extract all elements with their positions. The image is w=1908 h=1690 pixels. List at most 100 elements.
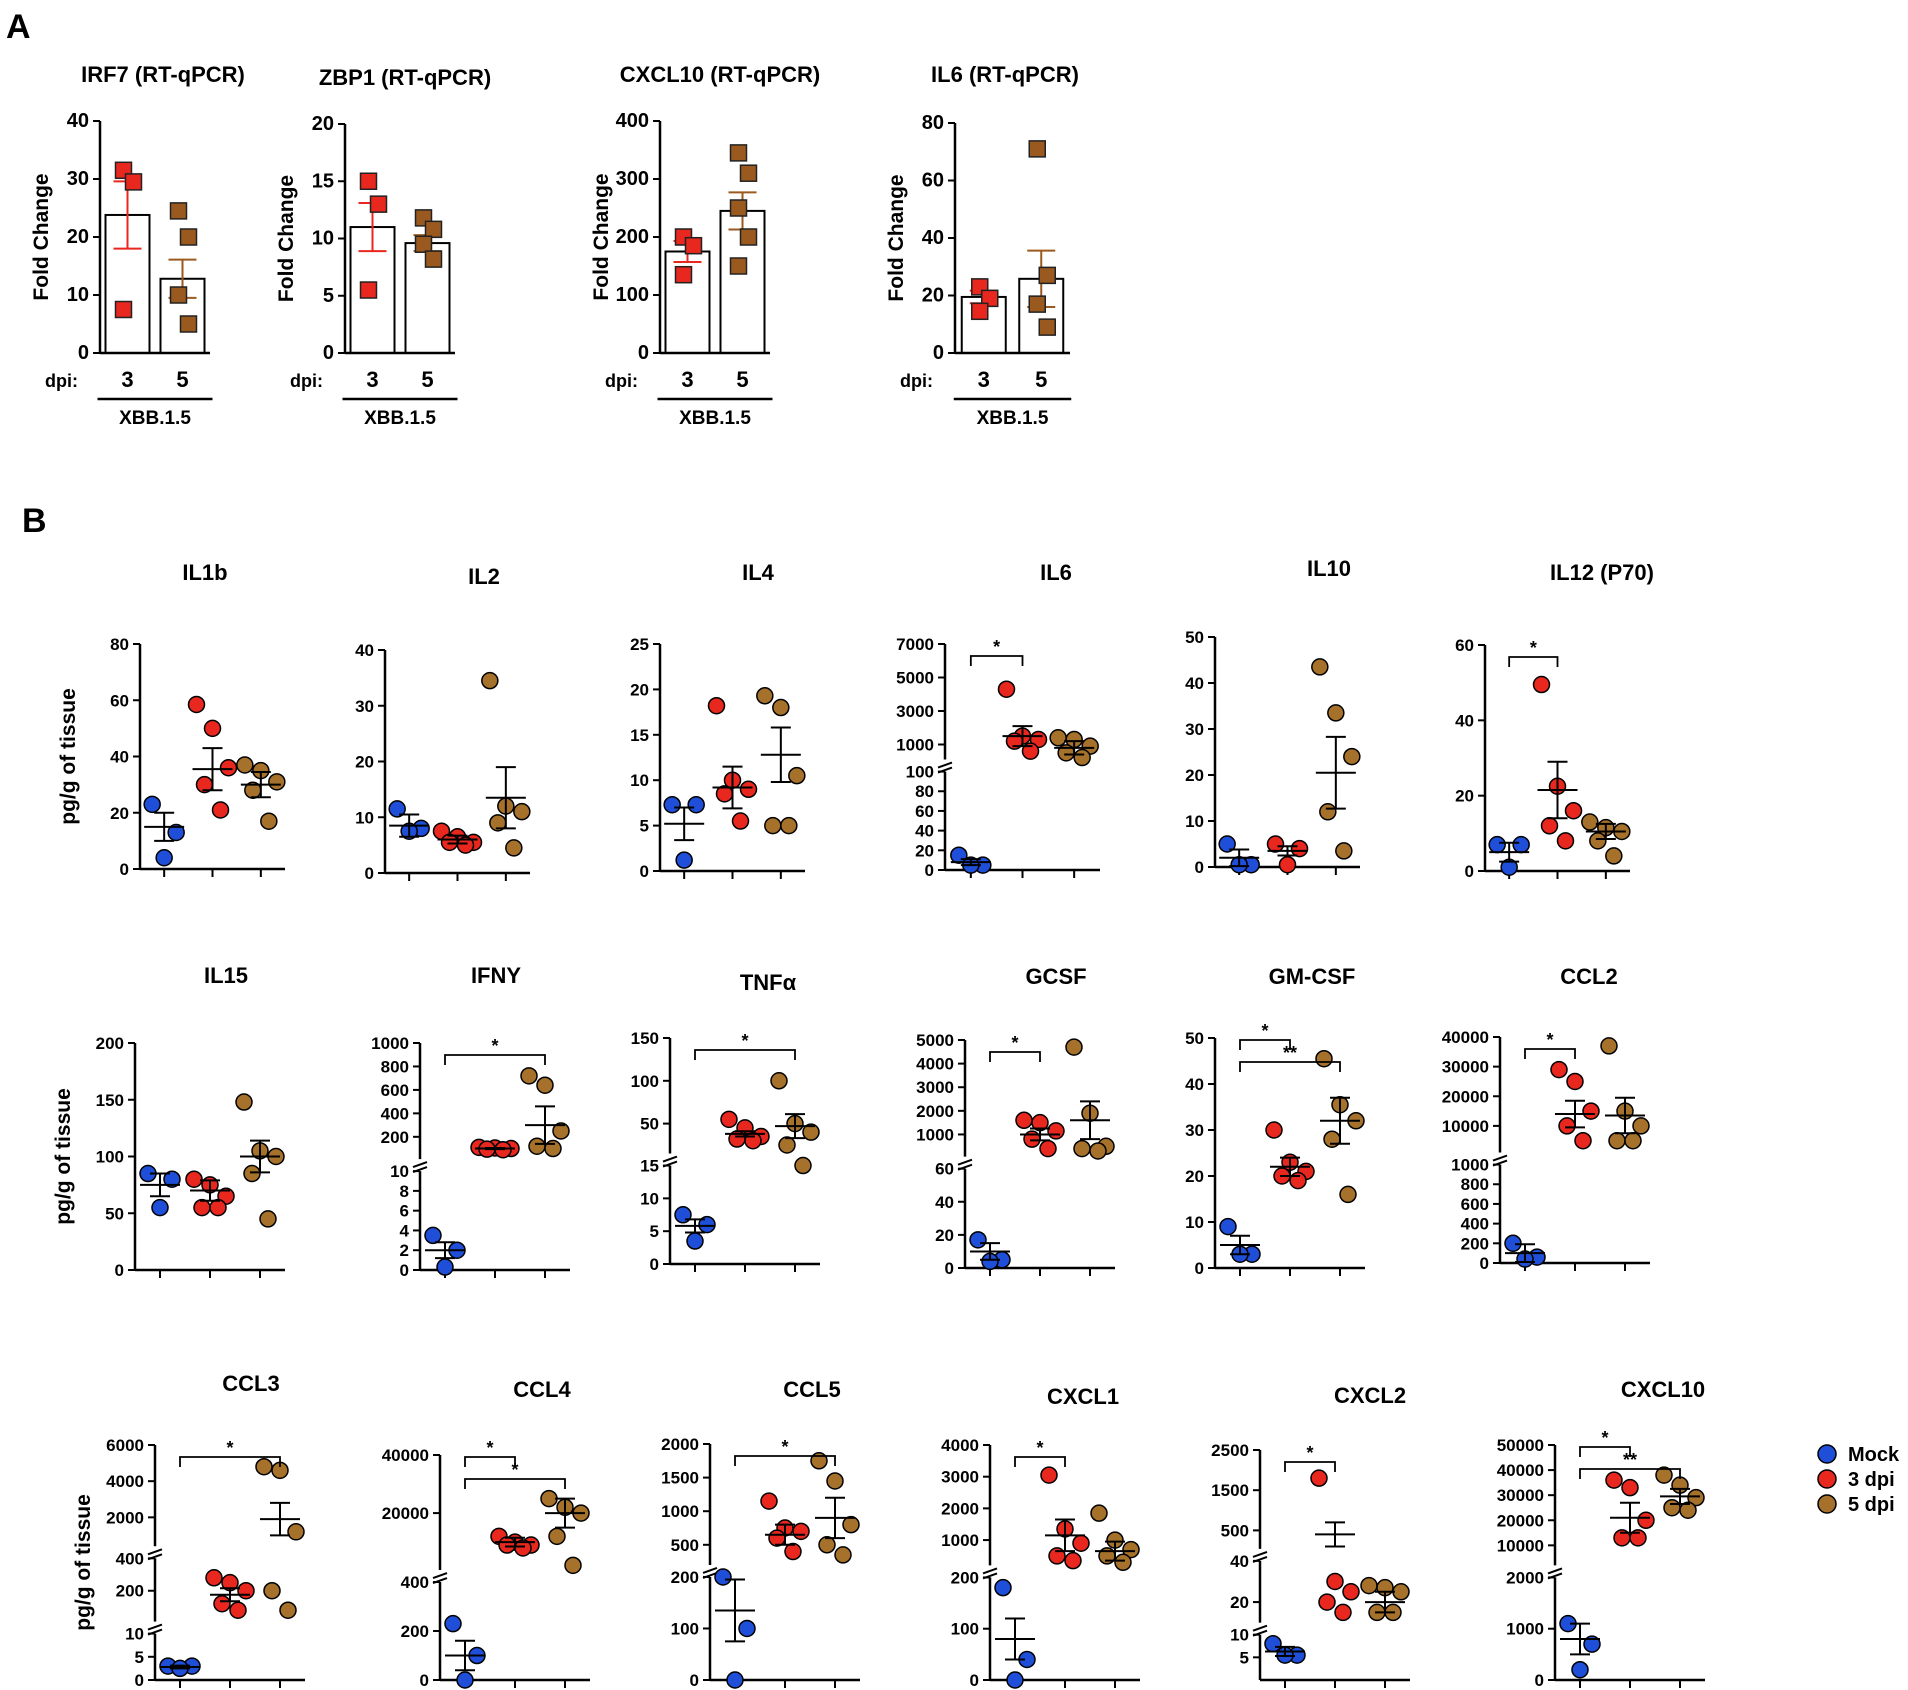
y-tick-label: 4000 [941,1436,979,1455]
data-point [1566,1072,1584,1091]
significance-bracket [1284,1461,1336,1472]
data-point [1343,747,1361,766]
y-tick-label: 40 [922,227,944,249]
chart-title: IL1b [182,560,227,585]
significance-label: * [486,1438,493,1458]
data-point [1637,1511,1655,1530]
y-tick-label: 20 [1230,1593,1249,1612]
significance-label: * [781,1437,788,1457]
y-tick-label: 60 [1455,636,1474,655]
data-point [211,801,230,819]
data-point [1392,1583,1410,1601]
data-point [731,812,750,830]
axis-break-mark [432,1572,448,1579]
y-tick-label: 0 [1465,862,1474,881]
axis-break-mark [662,1155,678,1163]
data-point [255,1457,273,1476]
data-point [729,257,748,275]
axis-break-mark [982,1567,998,1575]
data-point [720,1110,738,1129]
data-point [1327,704,1345,722]
data-point [1334,1603,1352,1622]
panel-a-label: A [6,8,31,46]
y-tick-label: 10000 [1442,1117,1489,1136]
data-point [1319,803,1337,821]
group-label: XBB.1.5 [364,408,436,429]
y-tick-label: 40000 [1497,1461,1544,1480]
data-point [792,1522,810,1541]
data-point [788,766,806,785]
legend: Mock 3 dpi 5 dpi [1817,1444,1900,1516]
data-point [842,1515,860,1534]
y-tick-label: 1500 [661,1469,699,1488]
data-point [834,1546,852,1564]
data-point [456,836,475,854]
x-tick-label: 5 [176,367,188,392]
y-tick-label: 1000 [661,1502,699,1521]
data-point [1512,835,1530,854]
y-tick-label: 800 [1461,1175,1489,1194]
data-point [760,1492,778,1510]
y-tick-label: 200 [401,1622,429,1641]
data-point [235,1093,253,1111]
x-prefix-label: dpi: [900,371,933,391]
y-tick-label: 30000 [1442,1058,1489,1077]
significance-bracket [1579,1468,1681,1479]
data-point [818,1536,836,1554]
significance-bracket [969,655,1024,666]
chart-a2: ZBP1 (RT-qPCR) Fold Change 0 5 10 15 20 3 5 dpi: X… [275,65,491,429]
data-point [1072,1534,1090,1552]
chart-a3: CXCL10 (RT-qPCR) Fold Change 0 100 200 300 400… [590,62,820,429]
chart-title: IL15 [204,963,248,988]
data-point [738,1619,756,1638]
y-tick-label: 50 [1185,628,1204,647]
axis-break-mark [1547,1567,1563,1575]
chart-title: CXCL2 [1334,1383,1406,1408]
y-tick-label: 20 [312,113,334,135]
data-point [1089,1142,1107,1160]
data-point [1624,1131,1642,1150]
data-point [1310,1469,1328,1487]
chart-a1: IRF7 (RT-qPCR) Fold Change 0 10 20 30 40 3 5 dpi:… [30,62,245,429]
y-tick-label: 200 [96,1034,124,1053]
significance-bracket [989,1051,1041,1062]
y-axis-label: pg/g of tissue [72,1494,95,1631]
data-point [114,300,133,319]
data-point [259,1210,277,1228]
data-point [994,1578,1012,1597]
y-tick-label: 80 [922,112,944,134]
chart-title: ZBP1 (RT-qPCR) [319,65,491,90]
y-tick-label: 0 [690,1671,699,1690]
data-point [260,812,278,830]
significance-label: * [491,1036,498,1056]
data-point [143,795,161,814]
y-tick-label: 60 [110,691,129,710]
data-point [236,756,254,774]
chart-b5: IL10 0 10 20 30 40 50 [1185,556,1361,877]
y-tick-label: 800 [381,1057,409,1076]
y-tick-label: 100 [96,1148,124,1167]
x-tick-label: 3 [366,367,378,392]
chart-title: CXCL10 [1621,1377,1705,1402]
x-prefix-label: dpi: [290,371,323,391]
data-point [179,228,198,246]
y-axis-label: Fold Change [885,174,908,301]
significance-bracket [1239,1039,1291,1050]
y-tick-label: 500 [671,1536,699,1555]
axis-break-mark [1252,1624,1268,1632]
chart-b17: CXCL2 5 10 20 40 500 1500 2500 * [1211,1383,1410,1688]
y-tick-label: 30 [1185,720,1204,739]
data-point [151,1198,169,1217]
y-tick-label: 40 [915,822,934,841]
y-tick-label: 1000 [916,1125,954,1144]
y-tick-label: 30 [355,697,374,716]
y-tick-label: 80 [110,635,129,654]
data-point [287,1523,305,1541]
x-tick-label: 5 [736,367,748,392]
y-tick-label: 40 [110,748,129,767]
data-point [756,687,774,705]
y-tick-label: 5000 [896,668,934,687]
chart-title: IL10 [1307,556,1351,581]
data-point [1621,1478,1639,1497]
chart-title: GM-CSF [1269,964,1356,989]
